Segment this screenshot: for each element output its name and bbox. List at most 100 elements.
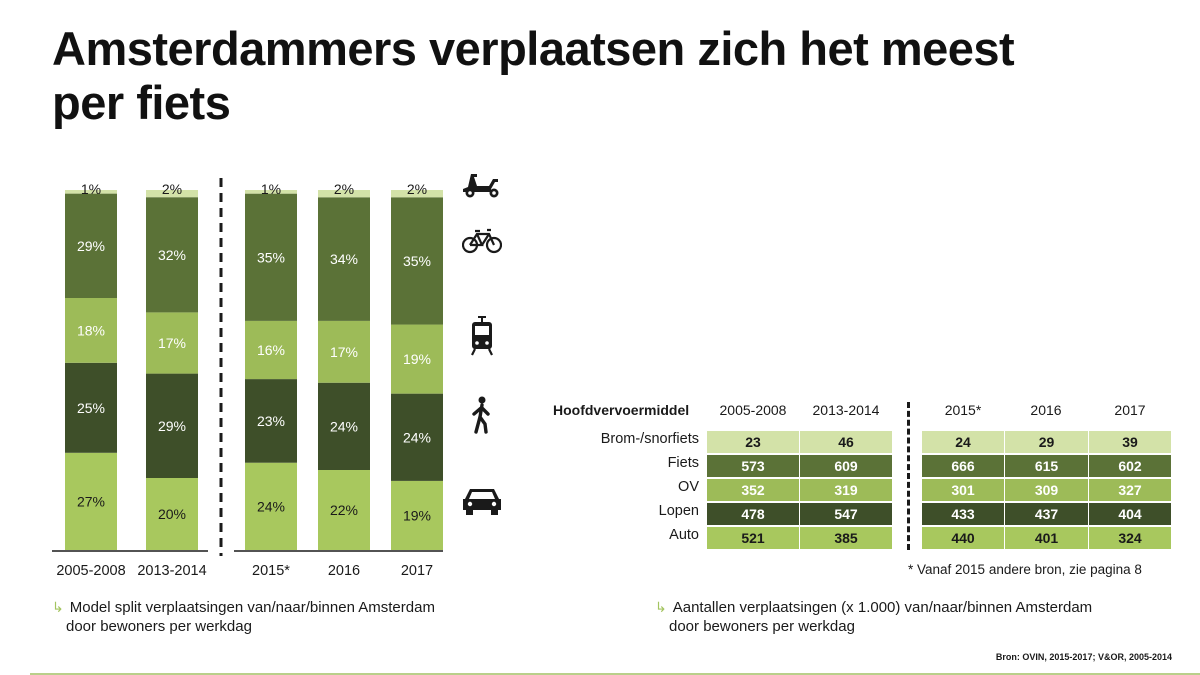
bar-value-label: 20% xyxy=(158,506,186,522)
table-cell: 385 xyxy=(800,527,892,549)
table-cell: 327 xyxy=(1089,479,1171,501)
bar-segment xyxy=(245,379,297,463)
table-cell: 437 xyxy=(1005,503,1088,525)
title-line-2: per fiets xyxy=(52,76,231,129)
table-col-header: 2005-2008 xyxy=(719,402,787,418)
bar-value-label: 29% xyxy=(77,238,105,254)
table-cell: 352 xyxy=(707,479,799,501)
x-tick-label: 2005-2008 xyxy=(56,563,125,579)
table-cell: 319 xyxy=(800,479,892,501)
bar-segment xyxy=(318,190,370,198)
table-col-header: 2017 xyxy=(1114,402,1146,418)
bar-segment xyxy=(391,393,443,481)
bar-value-label: 17% xyxy=(158,335,186,351)
table-row-label: OV xyxy=(678,479,699,495)
bar-value-label: 19% xyxy=(403,351,431,367)
table-footnote: * Vanaf 2015 andere bron, zie pagina 8 xyxy=(908,562,1142,577)
table-header-label: Hoofdvervoermiddel xyxy=(553,402,690,418)
scooter-icon xyxy=(463,174,499,198)
chart-caption: ↳ Model split verplaatsingen van/naar/bin… xyxy=(52,598,435,636)
bar-segment xyxy=(245,320,297,380)
bar-value-label: 27% xyxy=(77,493,105,509)
bar-segment xyxy=(245,193,297,321)
bar-segment xyxy=(65,298,117,363)
table-cell: 602 xyxy=(1089,455,1171,477)
x-tick-label: 2017 xyxy=(401,563,433,579)
bar-value-label: 25% xyxy=(77,400,105,416)
bar-value-label: 22% xyxy=(330,502,358,518)
table-cell: 666 xyxy=(922,455,1004,477)
bar-segment xyxy=(146,373,198,478)
table-caption-line-2: door bewoners per werkdag xyxy=(669,618,855,635)
tram-icon xyxy=(471,316,493,356)
bar-segment xyxy=(65,190,117,194)
table-cell: 609 xyxy=(800,455,892,477)
page-title: Amsterdammers verplaatsen zich het meest… xyxy=(52,22,1052,130)
bar-value-label: 1% xyxy=(261,181,281,197)
x-tick-label: 2016 xyxy=(328,563,360,579)
bar-segment xyxy=(146,312,198,374)
table-cell: 404 xyxy=(1089,503,1171,525)
table-cell: 324 xyxy=(1089,527,1171,549)
table-cell: 401 xyxy=(1005,527,1088,549)
bar-value-label: 18% xyxy=(77,322,105,338)
modal-split-chart: 27% 25% 18% 29% 1% 2005-2008 20% 29% 17% 32% 2% 201… xyxy=(52,178,443,579)
table-cell: 615 xyxy=(1005,455,1088,477)
caption-arrow-icon: ↳ xyxy=(52,599,64,615)
bar-value-label: 1% xyxy=(81,181,101,197)
bar-value-label: 19% xyxy=(403,507,431,523)
bar-value-label: 17% xyxy=(330,344,358,360)
table-cell: 440 xyxy=(922,527,1004,549)
caption-arrow-icon: ↳ xyxy=(655,599,667,615)
table-cell: 573 xyxy=(707,455,799,477)
bar-segment xyxy=(318,470,370,550)
bar-segment xyxy=(245,462,297,550)
bar-segment xyxy=(318,320,370,383)
table-cell: 39 xyxy=(1089,431,1171,453)
bar-value-label: 2% xyxy=(407,181,427,197)
bar-segment xyxy=(245,190,297,194)
bar-value-label: 24% xyxy=(257,498,285,514)
table-divider xyxy=(907,402,910,550)
chart-caption-line-2: door bewoners per werkdag xyxy=(66,618,252,635)
bar-value-label: 34% xyxy=(330,251,358,267)
table-cell: 478 xyxy=(707,503,799,525)
bar-value-label: 24% xyxy=(403,429,431,445)
table-cell: 24 xyxy=(922,431,1004,453)
bar-value-label: 23% xyxy=(257,413,285,429)
bar-segment xyxy=(65,362,117,453)
x-tick-label: 2015* xyxy=(252,563,290,579)
table-cell: 433 xyxy=(922,503,1004,525)
bar-value-label: 24% xyxy=(330,418,358,434)
bar-segment xyxy=(391,480,443,550)
car-icon xyxy=(463,489,501,515)
table-col-header: 2016 xyxy=(1030,402,1062,418)
bar-segment xyxy=(391,197,443,325)
table-col-header: 2015* xyxy=(944,402,982,418)
bar-value-label: 2% xyxy=(162,181,182,197)
pedestrian-icon xyxy=(472,396,490,434)
table-row-label: Fiets xyxy=(667,455,699,471)
bar-segment xyxy=(146,197,198,313)
table-cell: 46 xyxy=(800,431,892,453)
bar-value-label: 16% xyxy=(257,342,285,358)
table-cell: 301 xyxy=(922,479,1004,501)
bar-segment xyxy=(318,197,370,321)
table-cell: 309 xyxy=(1005,479,1088,501)
x-tick-label: 2013-2014 xyxy=(137,563,206,579)
table-row-label: Brom-/snorfiets xyxy=(600,431,699,447)
bar-value-label: 35% xyxy=(257,249,285,265)
bicycle-icon xyxy=(462,228,502,254)
bar-segment xyxy=(318,382,370,470)
chart-caption-line-1: Model split verplaatsingen van/naar/binn… xyxy=(69,599,435,616)
bar-segment xyxy=(391,190,443,198)
table-cell: 521 xyxy=(707,527,799,549)
bar-value-label: 29% xyxy=(158,418,186,434)
bar-value-label: 32% xyxy=(158,247,186,263)
bar-value-label: 35% xyxy=(403,253,431,269)
table-col-header: 2013-2014 xyxy=(812,402,880,418)
bar-value-label: 2% xyxy=(334,181,354,197)
table-cell: 23 xyxy=(707,431,799,453)
table-caption: ↳ Aantallen verplaatsingen (x 1.000) van/… xyxy=(655,598,1092,636)
bar-segment xyxy=(65,193,117,298)
